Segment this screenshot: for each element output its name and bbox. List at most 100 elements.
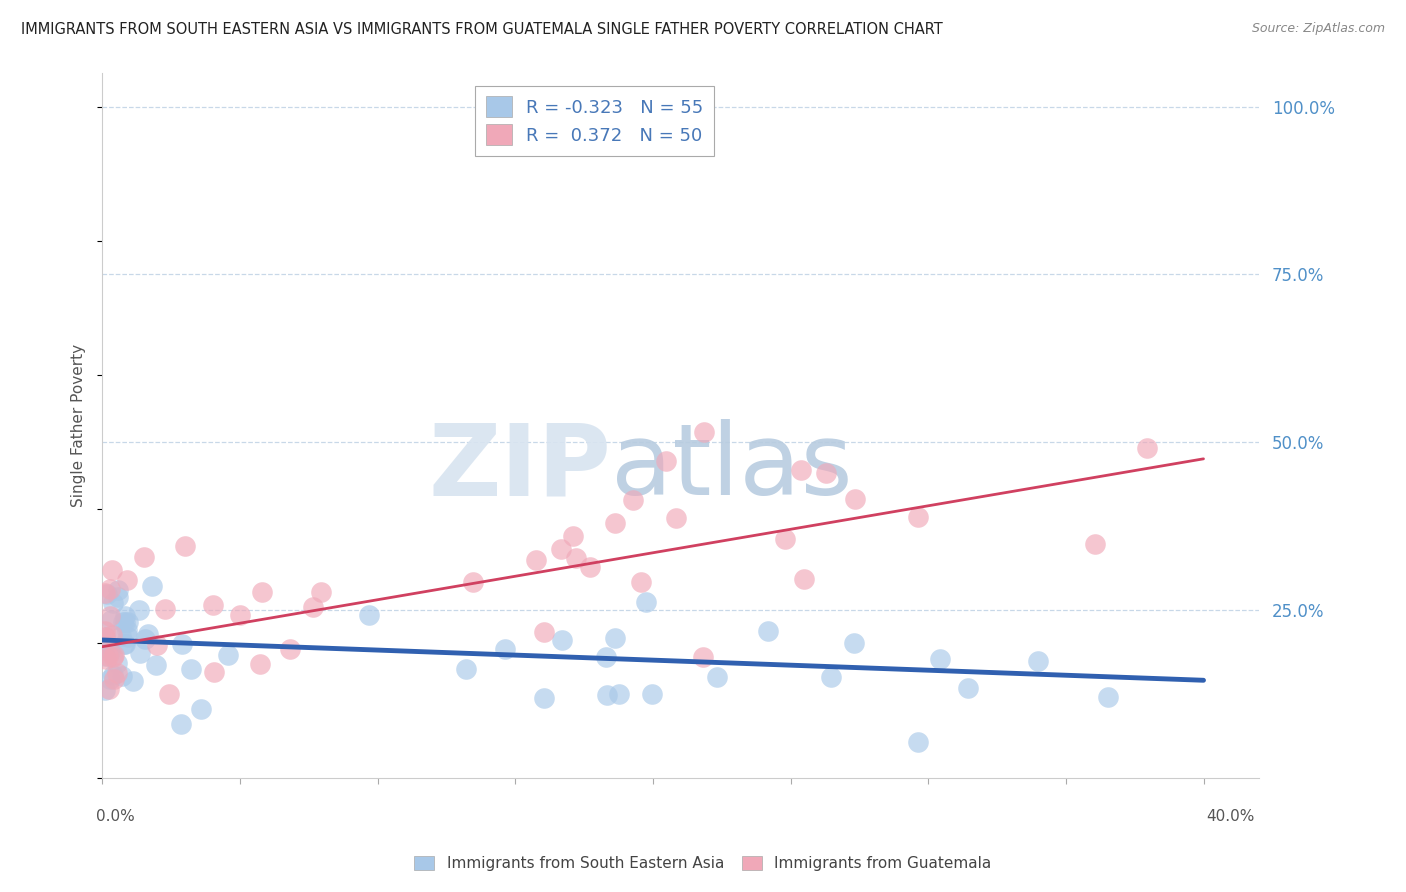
Point (249, 657, 271, 671)
Point (170, 717, 193, 731)
Point (97, 649, 120, 664)
Point (217, 648, 239, 662)
Point (94, 648, 117, 663)
Point (103, 667, 125, 681)
Point (1084, 537, 1107, 551)
Point (114, 609, 136, 624)
Point (907, 735, 929, 749)
Point (250, 584, 273, 599)
Point (100, 563, 122, 577)
Point (180, 662, 202, 676)
Point (105, 666, 128, 681)
Text: 0.0%: 0.0% (97, 809, 135, 824)
Point (309, 585, 332, 599)
Point (956, 681, 979, 696)
Point (790, 463, 813, 477)
Point (907, 510, 929, 524)
Point (94, 586, 117, 600)
Point (121, 673, 143, 688)
Point (107, 583, 129, 598)
Point (596, 688, 619, 702)
Point (621, 492, 644, 507)
Point (655, 454, 678, 468)
Y-axis label: Single Father Poverty: Single Father Poverty (72, 343, 86, 507)
Point (551, 632, 574, 647)
Point (578, 560, 600, 574)
Point (115, 574, 138, 588)
Point (173, 539, 195, 553)
Point (630, 574, 652, 589)
Point (1028, 653, 1050, 667)
Point (101, 628, 124, 642)
Text: 40.0%: 40.0% (1206, 809, 1256, 824)
Point (117, 615, 139, 629)
Point (117, 630, 139, 644)
Point (793, 572, 815, 586)
Point (190, 702, 212, 716)
Text: IMMIGRANTS FROM SOUTH EASTERN ASIA VS IMMIGRANTS FROM GUATEMALA SINGLE FATHER PO: IMMIGRANTS FROM SOUTH EASTERN ASIA VS IM… (21, 22, 943, 37)
Point (603, 631, 626, 645)
Point (128, 603, 150, 617)
Point (565, 551, 588, 566)
Point (603, 516, 626, 530)
Point (204, 665, 226, 680)
Point (98, 673, 121, 687)
Text: atlas: atlas (612, 419, 852, 516)
Point (756, 624, 779, 638)
Point (636, 595, 658, 609)
Point (98, 582, 121, 597)
Text: ZIP: ZIP (429, 419, 612, 516)
Point (94, 640, 117, 655)
Point (107, 591, 129, 605)
Point (132, 549, 155, 564)
Point (134, 632, 156, 647)
Point (145, 658, 167, 673)
Point (533, 625, 555, 640)
Point (454, 662, 477, 676)
Point (550, 542, 572, 557)
Point (1097, 690, 1119, 704)
Point (692, 425, 714, 439)
Legend: Immigrants from South Eastern Asia, Immigrants from Guatemala: Immigrants from South Eastern Asia, Immi… (408, 849, 998, 877)
Point (692, 650, 714, 665)
Point (141, 579, 163, 593)
Point (94, 630, 117, 644)
Point (128, 646, 150, 660)
Point (1136, 441, 1159, 455)
Point (136, 627, 159, 641)
Point (98, 608, 121, 623)
Point (100, 613, 122, 627)
Point (112, 615, 135, 630)
Point (533, 691, 555, 706)
Point (641, 687, 664, 701)
Point (110, 629, 132, 643)
Point (112, 637, 135, 651)
Point (103, 648, 125, 663)
Point (815, 467, 838, 481)
Point (278, 642, 301, 657)
Point (114, 637, 136, 651)
Point (114, 615, 136, 629)
Point (607, 688, 630, 702)
Point (101, 596, 124, 610)
Point (706, 669, 728, 683)
Point (844, 636, 866, 650)
Point (228, 607, 250, 622)
Point (96, 587, 118, 601)
Point (98, 645, 121, 659)
Point (665, 511, 688, 525)
Point (157, 688, 180, 702)
Point (111, 668, 134, 682)
Point (94, 624, 117, 639)
Point (595, 649, 617, 664)
Point (115, 624, 138, 638)
Point (201, 598, 224, 612)
Point (301, 599, 323, 614)
Point (773, 533, 796, 547)
Point (928, 652, 950, 666)
Point (461, 574, 484, 589)
Point (844, 491, 866, 506)
Point (170, 637, 193, 651)
Point (101, 649, 124, 664)
Point (494, 641, 516, 656)
